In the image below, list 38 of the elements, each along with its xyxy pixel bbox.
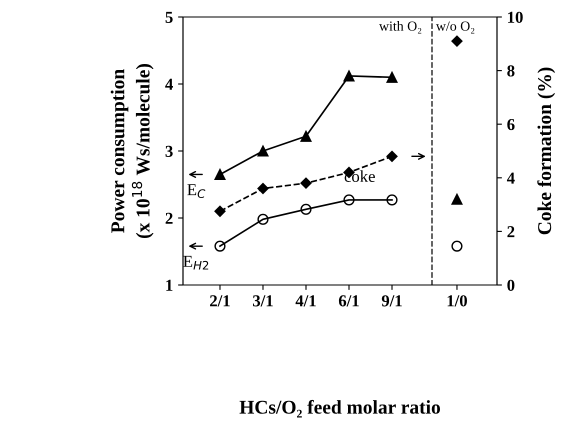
point [386,150,398,162]
point [343,194,355,206]
y-tick-label: 5 [166,12,173,23]
annotation: w/o O₂ [436,21,474,34]
point [300,130,312,142]
y-tick-label: 2 [166,212,173,224]
point [257,214,269,225]
point [214,240,226,252]
y2-tick-label: 4 [506,172,515,184]
x-tick-label: 1/0 [448,295,467,306]
y-axis-title: Power consumption (x 10$^{18}$ Ws/molecule) [110,64,154,238]
y2-axis-title: Coke formation (%) [537,68,556,234]
y2-tick-label: 8 [507,65,515,77]
y2-tick-label: 0 [507,280,514,291]
annotation: with O₂ [379,21,422,34]
x-tick-label: 6/1 [338,295,359,306]
point [257,145,269,157]
x-axis-title: HCs/O₂ feed molar ratio [240,400,440,418]
y-tick-label: 1 [166,280,172,291]
legend-label: E$_{C}$ [187,184,206,198]
y2-tick-label: 6 [507,118,515,130]
x-tick-label: 9/1 [382,295,402,306]
legend-label: E$_{H2}$ [183,256,208,270]
point [343,70,355,82]
point [300,204,312,215]
y2-tick-label: 10 [508,12,523,23]
x-tick-label: 2/1 [210,295,230,306]
y-tick-label: 3 [166,146,173,157]
point [300,178,312,189]
point [386,194,398,206]
point [214,206,226,217]
point [386,72,398,83]
y2-tick-label: 2 [507,226,514,238]
x-tick-label: 4/1 [296,295,316,306]
point [214,168,226,180]
y-tick-label: 4 [165,78,173,90]
point [257,182,269,194]
x-tick-label: 3/1 [252,295,273,306]
